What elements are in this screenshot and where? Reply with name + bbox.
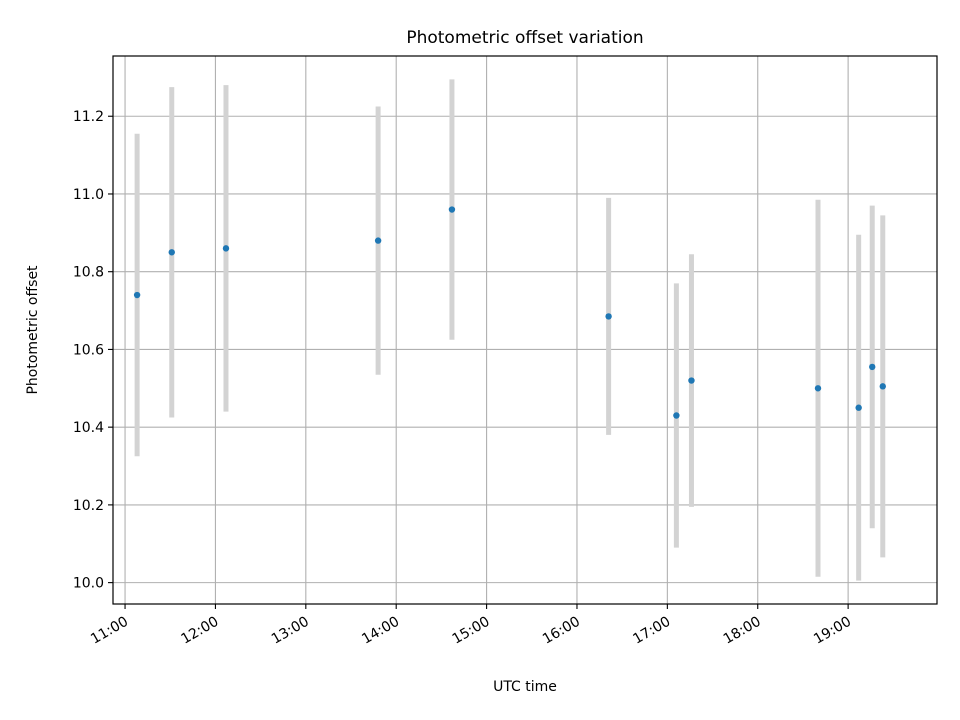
data-point [605, 313, 612, 320]
y-tick-label: 10.8 [73, 265, 104, 281]
chart-title: Photometric offset variation [406, 28, 643, 48]
plot-frame [112, 55, 938, 605]
data-point [814, 385, 822, 392]
data-point [688, 377, 695, 384]
data-point [222, 245, 230, 252]
grid-lines [113, 56, 937, 604]
y-tick-label: 10.4 [73, 420, 104, 436]
data-point [448, 206, 456, 213]
y-tick-label: 10.2 [73, 498, 104, 514]
y-tick-label: 11.2 [73, 109, 104, 125]
data-point [855, 404, 862, 411]
data-point [133, 291, 141, 299]
data-point [168, 249, 175, 256]
data-points [133, 206, 886, 419]
x-axis-label: UTC time [493, 679, 557, 695]
y-tick-label: 11.0 [73, 187, 104, 203]
data-point [869, 363, 876, 371]
data-point [673, 412, 680, 419]
y-tick-label: 10.0 [73, 576, 104, 592]
y-axis-label: Photometric offset [25, 265, 41, 395]
data-point [879, 383, 886, 390]
y-tick-label: 10.6 [73, 342, 104, 358]
data-point [374, 237, 382, 244]
